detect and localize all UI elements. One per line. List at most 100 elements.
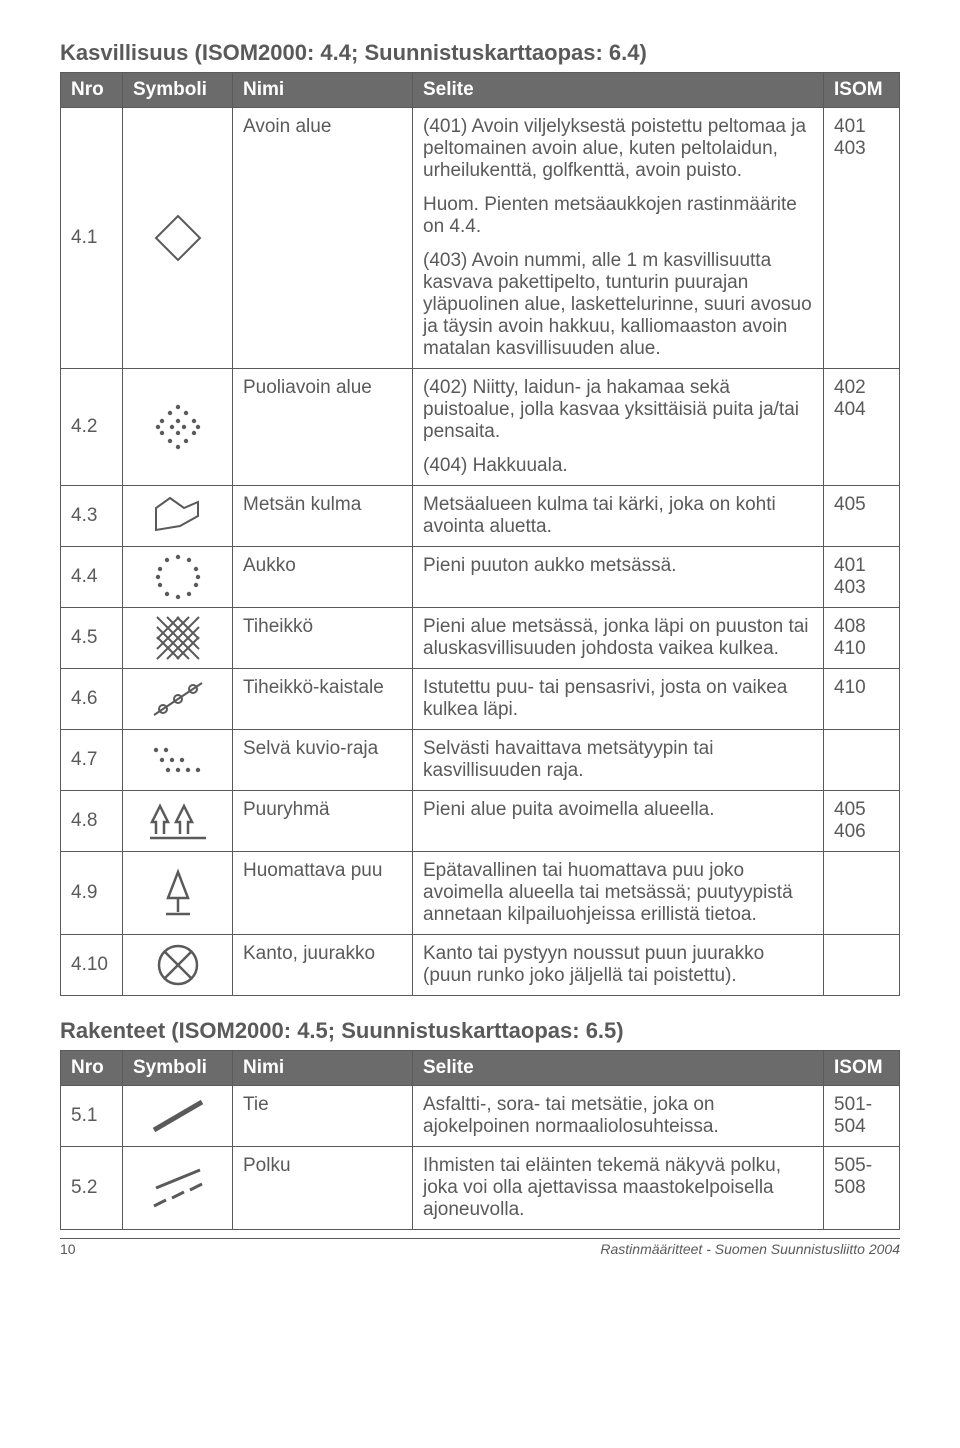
cell-isom: 408 410 xyxy=(824,608,900,669)
thicket-strip-icon xyxy=(148,677,208,721)
selite-para: (402) Niitty, laidun- ja hakamaa sekä pu… xyxy=(423,377,813,443)
selite-para: (403) Avoin nummi, alle 1 m kasvillisuut… xyxy=(423,250,813,360)
table-header-row: Nro Symboli Nimi Selite ISOM xyxy=(61,1051,900,1086)
cell-nimi: Selvä kuvio-raja xyxy=(233,730,413,791)
cell-isom: 401 403 xyxy=(824,547,900,608)
cell-symbol xyxy=(123,1086,233,1147)
cell-nro: 4.1 xyxy=(61,108,123,369)
cell-selite: Pieni alue puita avoimella alueella. xyxy=(413,791,824,852)
isom-value: 401 xyxy=(834,116,889,138)
th-selite: Selite xyxy=(413,1051,824,1086)
cell-nro: 4.8 xyxy=(61,791,123,852)
selite-para: (401) Avoin viljelyksestä poistettu pelt… xyxy=(423,116,813,182)
footer-text: Rastinmääritteet - Suomen Suunnistusliit… xyxy=(600,1241,900,1257)
cell-symbol xyxy=(123,669,233,730)
isom-value: 408 xyxy=(834,616,889,638)
cell-isom xyxy=(824,852,900,935)
cell-nro: 5.1 xyxy=(61,1086,123,1147)
cell-selite: Metsäalueen kulma tai kärki, joka on koh… xyxy=(413,486,824,547)
table-row: 4.1 Avoin alue (401) Avoin viljelyksestä… xyxy=(61,108,900,369)
cell-nro: 4.5 xyxy=(61,608,123,669)
cell-symbol xyxy=(123,608,233,669)
cell-symbol xyxy=(123,1147,233,1230)
dotted-circle-icon xyxy=(152,551,204,603)
cell-selite: Ihmisten tai eläinten tekemä näkyvä polk… xyxy=(413,1147,824,1230)
th-nro: Nro xyxy=(61,73,123,108)
cell-selite: Asfaltti-, sora- tai metsätie, joka on a… xyxy=(413,1086,824,1147)
table-row: 4.10 Kanto, juurakko Kanto tai pystyyn n… xyxy=(61,935,900,996)
page-number: 10 xyxy=(60,1241,76,1257)
isom-value: 404 xyxy=(834,399,889,421)
cell-isom: 505-508 xyxy=(824,1147,900,1230)
cell-symbol xyxy=(123,486,233,547)
th-isom: ISOM xyxy=(824,73,900,108)
cell-symbol xyxy=(123,791,233,852)
hatch-thicket-icon xyxy=(153,613,203,663)
tree-group-icon xyxy=(148,800,208,842)
th-symboli: Symboli xyxy=(123,73,233,108)
cell-selite: Selvästi havaittava metsätyypin tai kasv… xyxy=(413,730,824,791)
cell-selite: Epätavallinen tai huomattava puu joko av… xyxy=(413,852,824,935)
cell-nimi: Tiheikkö xyxy=(233,608,413,669)
table-row: 4.3 Metsän kulma Metsäalueen kulma tai k… xyxy=(61,486,900,547)
cell-symbol xyxy=(123,730,233,791)
selite-para: (404) Hakkuuala. xyxy=(423,455,813,477)
page-footer: 10 Rastinmääritteet - Suomen Suunnistusl… xyxy=(60,1238,900,1257)
cell-nimi: Huomattava puu xyxy=(233,852,413,935)
cell-nimi: Kanto, juurakko xyxy=(233,935,413,996)
cell-isom: 410 xyxy=(824,669,900,730)
cell-selite: Pieni alue metsässä, jonka läpi on puust… xyxy=(413,608,824,669)
table-row: 4.2 Puoliavoin alue xyxy=(61,369,900,486)
table-row: 4.4 Aukko Pieni puuton aukko metsässä. 4… xyxy=(61,547,900,608)
cell-nro: 4.9 xyxy=(61,852,123,935)
cell-isom: 401 403 xyxy=(824,108,900,369)
cell-nimi: Tiheikkö-kaistale xyxy=(233,669,413,730)
cell-nimi: Puuryhmä xyxy=(233,791,413,852)
cell-symbol xyxy=(123,935,233,996)
cell-selite: Pieni puuton aukko metsässä. xyxy=(413,547,824,608)
th-nro: Nro xyxy=(61,1051,123,1086)
table-row: 4.6 Tiheikkö-kaistale Istutettu puu- tai… xyxy=(61,669,900,730)
forest-corner-icon xyxy=(150,494,206,538)
cell-symbol xyxy=(123,369,233,486)
isom-value: 406 xyxy=(834,821,889,843)
th-isom: ISOM xyxy=(824,1051,900,1086)
stump-icon xyxy=(155,942,201,988)
th-nimi: Nimi xyxy=(233,1051,413,1086)
cell-symbol xyxy=(123,547,233,608)
table-kasvillisuus: Nro Symboli Nimi Selite ISOM 4.1 Avoin a… xyxy=(60,72,900,996)
cell-nimi: Aukko xyxy=(233,547,413,608)
single-tree-icon xyxy=(158,868,198,918)
cell-nimi: Puoliavoin alue xyxy=(233,369,413,486)
cell-isom xyxy=(824,730,900,791)
cell-selite: Istutettu puu- tai pensasrivi, josta on … xyxy=(413,669,824,730)
isom-value: 402 xyxy=(834,377,889,399)
dotted-diamond-icon xyxy=(150,399,206,455)
cell-symbol xyxy=(123,108,233,369)
diamond-outline-icon xyxy=(150,210,206,266)
table-row: 4.9 Huomattava puu Epätavallinen tai huo… xyxy=(61,852,900,935)
table-row: 4.7 Selvä kuvio-raja Selvästi havaittava… xyxy=(61,730,900,791)
table-row: 4.5 Tiheikkö Pieni alue metsässä, jonka … xyxy=(61,608,900,669)
cell-nro: 4.6 xyxy=(61,669,123,730)
th-nimi: Nimi xyxy=(233,73,413,108)
cell-nro: 4.10 xyxy=(61,935,123,996)
cell-symbol xyxy=(123,852,233,935)
section2-title: Rakenteet (ISOM2000: 4.5; Suunnistuskart… xyxy=(60,1018,900,1044)
table-row: 5.2 Polku Ihmisten tai eläinten tekemä n… xyxy=(61,1147,900,1230)
cell-nro: 4.4 xyxy=(61,547,123,608)
th-selite: Selite xyxy=(413,73,824,108)
page: Kasvillisuus (ISOM2000: 4.4; Suunnistusk… xyxy=(0,0,960,1281)
cell-nimi: Metsän kulma xyxy=(233,486,413,547)
cell-selite: (401) Avoin viljelyksestä poistettu pelt… xyxy=(413,108,824,369)
isom-value: 403 xyxy=(834,138,889,160)
cell-selite: (402) Niitty, laidun- ja hakamaa sekä pu… xyxy=(413,369,824,486)
road-icon xyxy=(148,1096,208,1136)
cell-selite: Kanto tai pystyyn noussut puun juurakko … xyxy=(413,935,824,996)
cell-isom: 402 404 xyxy=(824,369,900,486)
cell-isom: 501-504 xyxy=(824,1086,900,1147)
cell-nro: 4.2 xyxy=(61,369,123,486)
isom-value: 410 xyxy=(834,638,889,660)
table-header-row: Nro Symboli Nimi Selite ISOM xyxy=(61,73,900,108)
cell-nimi: Tie xyxy=(233,1086,413,1147)
